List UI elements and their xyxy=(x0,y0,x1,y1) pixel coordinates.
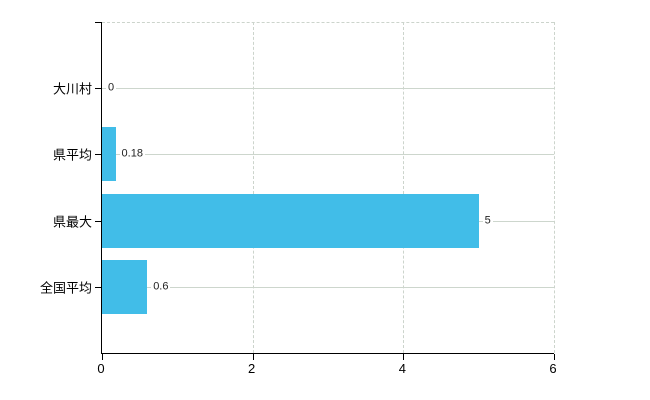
y-axis-top-tick xyxy=(95,22,101,23)
category-label: 県最大 xyxy=(52,214,92,230)
x-axis-tick xyxy=(252,354,254,360)
x-tick-label: 2 xyxy=(248,361,256,376)
bar-value-label: 0.18 xyxy=(119,147,145,161)
category-gridline xyxy=(102,154,554,156)
bar-value-label: 5 xyxy=(482,214,493,228)
x-axis-tick xyxy=(102,354,103,360)
category-label: 県平均 xyxy=(52,147,92,163)
bar-1 xyxy=(102,127,116,182)
plot-area: 0 0.18 5 0.6 xyxy=(95,22,555,360)
x-gridline xyxy=(252,22,254,353)
bar-3 xyxy=(102,259,148,314)
x-tick-label: 4 xyxy=(398,361,406,376)
x-tick-label: 6 xyxy=(549,361,557,376)
y-axis-tick xyxy=(95,286,101,288)
x-axis-tick xyxy=(403,354,405,360)
plot-top-gridline xyxy=(102,22,554,23)
x-tick-label: 0 xyxy=(97,361,105,376)
x-gridline xyxy=(403,22,405,353)
y-axis-tick xyxy=(95,154,101,156)
category-label: 大川村 xyxy=(52,81,92,97)
bar-2 xyxy=(102,193,479,248)
category-gridline xyxy=(102,286,554,288)
x-axis-tick xyxy=(554,354,555,360)
bar-value-label: 0.6 xyxy=(151,280,171,294)
category-label: 全国平均 xyxy=(39,280,92,296)
bar-value-label: 0 xyxy=(106,81,117,95)
x-gridline xyxy=(554,22,555,353)
y-axis-tick xyxy=(95,88,101,90)
category-gridline xyxy=(102,88,554,90)
y-axis-tick xyxy=(95,220,101,222)
